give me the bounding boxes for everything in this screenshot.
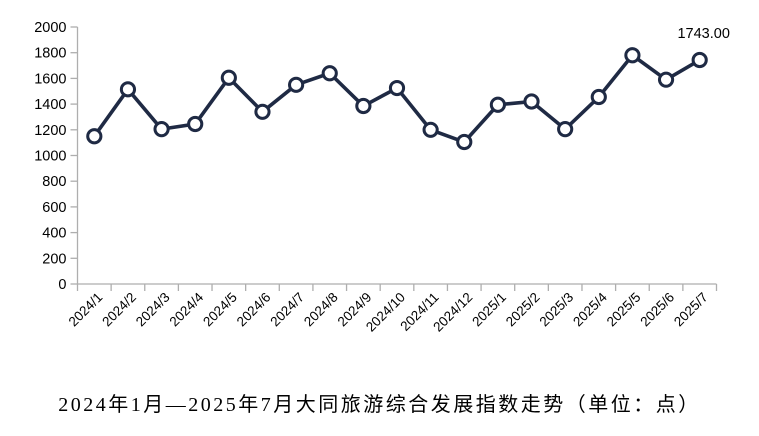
x-axis-tick-label: 2025/7 xyxy=(671,290,711,330)
x-axis-tick-label: 2024/7 xyxy=(267,290,307,330)
data-point-marker xyxy=(86,128,103,145)
y-axis-tick-label: 1800 xyxy=(34,46,66,62)
data-point-marker xyxy=(153,121,170,138)
index-series-line xyxy=(92,53,702,144)
x-axis-tick-label: 2024/3 xyxy=(133,290,173,330)
x-axis-tick-label: 2024/2 xyxy=(99,290,139,330)
data-point-marker xyxy=(288,76,305,93)
y-axis-tick-label: 200 xyxy=(42,251,66,267)
data-point-marker xyxy=(388,79,406,97)
y-axis-tick-label: 1200 xyxy=(34,123,66,139)
x-axis-tick-label: 2024/8 xyxy=(301,290,341,330)
data-point-marker xyxy=(422,121,439,138)
data-point-marker xyxy=(590,88,607,106)
data-point-marker xyxy=(489,96,506,113)
data-point-marker xyxy=(456,133,473,151)
x-axis-tick-label: 2025/1 xyxy=(469,290,509,330)
y-axis-tick-label: 1600 xyxy=(34,71,66,87)
x-axis-tick-label: 2024/4 xyxy=(167,289,207,329)
y-axis-tick-label: 800 xyxy=(42,174,66,190)
data-point-marker xyxy=(254,103,271,120)
x-axis-tick-label: 2025/6 xyxy=(637,290,677,330)
data-point-marker xyxy=(557,121,574,138)
last-point-value-label: 1743.00 xyxy=(677,26,729,42)
data-point-marker xyxy=(187,115,204,133)
y-axis-tick-label: 600 xyxy=(42,200,66,216)
x-axis-tick-label: 2024/6 xyxy=(234,290,274,330)
data-point-marker xyxy=(119,81,137,98)
data-point-marker xyxy=(220,69,237,86)
chart-caption: 2024年1月—2025年7月大同旅游综合发展指数走势（单位：点） xyxy=(58,394,701,416)
data-point-marker xyxy=(355,97,372,115)
y-axis-tick-label: 1000 xyxy=(34,149,66,165)
x-axis-tick-label: 2024/1 xyxy=(66,290,106,330)
data-point-marker xyxy=(691,51,708,69)
y-axis-tick-label: 0 xyxy=(58,277,66,293)
x-axis-tick-label: 2025/5 xyxy=(604,290,644,330)
x-axis-tick-label: 2024/5 xyxy=(200,290,240,330)
data-point-marker xyxy=(657,71,675,88)
x-axis-tick-label: 2025/2 xyxy=(503,290,543,330)
data-point-marker xyxy=(523,93,540,110)
y-axis-tick-label: 2000 xyxy=(34,20,66,36)
x-axis-tick-label: 2025/3 xyxy=(536,290,576,330)
data-point-marker xyxy=(321,65,338,82)
y-axis-tick-label: 1400 xyxy=(34,97,66,113)
y-axis-tick-label: 400 xyxy=(42,226,66,242)
data-point-marker xyxy=(624,47,641,64)
x-axis-tick-label: 2025/4 xyxy=(570,289,610,329)
index-line-chart: 2000180016001400120010008006004002000202… xyxy=(34,20,730,335)
